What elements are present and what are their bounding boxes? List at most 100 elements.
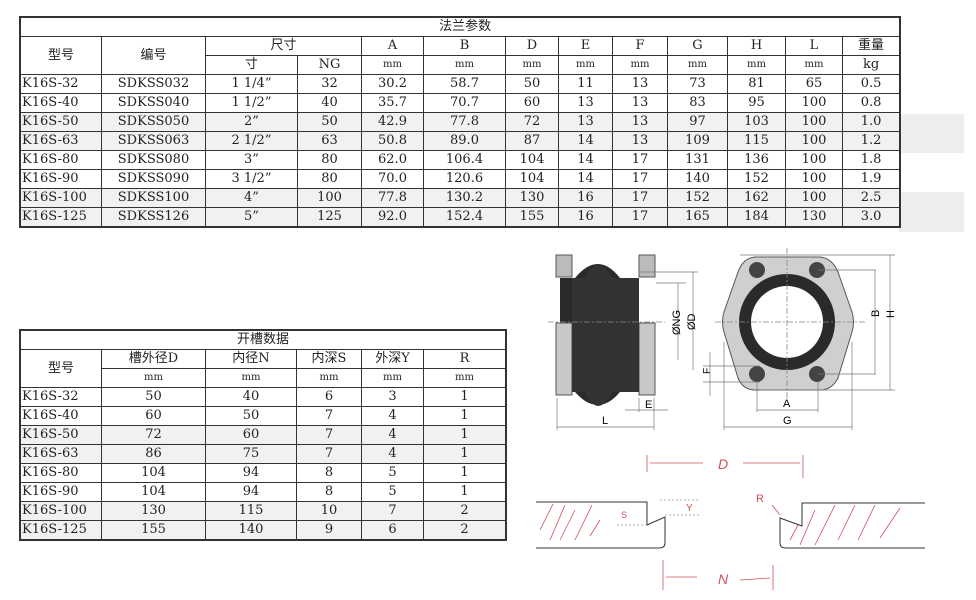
- value-cell: 130: [101, 501, 206, 521]
- value-cell: 140: [205, 520, 297, 540]
- dim-label-h: H: [885, 310, 897, 318]
- value-cell: 9: [296, 520, 362, 540]
- value-cell: 77.8: [361, 188, 424, 208]
- value-cell: 92.0: [361, 207, 424, 227]
- value-cell: SDKSS100: [101, 188, 206, 208]
- table-row: K16S-50 72 60 7 4 1: [20, 425, 507, 445]
- value-cell: 77.8: [423, 112, 506, 132]
- value-cell: 109: [667, 131, 728, 151]
- header-model: 型号: [20, 349, 102, 388]
- model-cell: K16S-32: [20, 387, 102, 407]
- value-cell: 2.5: [841, 188, 901, 208]
- table-row: K16S-32 50 40 6 3 1: [20, 387, 507, 407]
- groove-label-d: D: [718, 456, 728, 472]
- table-row: K16S-100 130 115 10 7 2: [20, 501, 507, 521]
- model-cell: K16S-125: [20, 207, 102, 227]
- value-cell: 2: [422, 501, 507, 521]
- value-cell: 1.2: [841, 131, 901, 151]
- value-cell: SDKSS032: [101, 74, 206, 94]
- model-cell: K16S-125: [20, 520, 102, 540]
- value-cell: 72: [505, 112, 559, 132]
- value-cell: 72: [101, 425, 206, 445]
- dim-label-l: L: [602, 415, 608, 427]
- value-cell: 95: [727, 93, 786, 113]
- value-cell: 100: [297, 188, 362, 208]
- model-cell: K16S-63: [20, 444, 102, 464]
- value-cell: 42.9: [361, 112, 424, 132]
- table-row: K16S-63 SDKSS063 2 1/2” 63 50.8 89.0 87 14 13 109…: [20, 131, 901, 151]
- table-row: K16S-50 SDKSS050 2” 50 42.9 77.8 72 13 13 97 103 10…: [20, 112, 901, 132]
- table-row: K16S-80 SDKSS080 3” 80 62.0 106.4 104 14 17 131 13…: [20, 150, 901, 170]
- value-cell: 104: [505, 169, 559, 189]
- table-row: K16S-40 60 50 7 4 1: [20, 406, 507, 426]
- value-cell: 2: [422, 520, 507, 540]
- value-cell: 100: [785, 188, 843, 208]
- value-cell: 70.0: [361, 169, 424, 189]
- value-cell: 30.2: [361, 74, 424, 94]
- value-cell: 4: [361, 425, 424, 445]
- flange-front-view: B H F A G: [702, 248, 897, 430]
- groove-label-s: S: [621, 510, 627, 520]
- value-cell: 60: [505, 93, 559, 113]
- value-cell: 162: [727, 188, 786, 208]
- value-cell: 32: [297, 74, 362, 94]
- table-row: K16S-63 86 75 7 4 1: [20, 444, 507, 464]
- value-cell: 125: [297, 207, 362, 227]
- value-cell: 100: [785, 131, 843, 151]
- value-cell: 120.6: [423, 169, 506, 189]
- value-cell: 155: [101, 520, 206, 540]
- groove-data-table: 开槽数据 型号 槽外径D 内径N 内深S 外深Y R mm mm mm mm m…: [18, 329, 508, 541]
- value-cell: 7: [296, 425, 362, 445]
- groove-sketch: D N S Y R: [536, 455, 925, 590]
- value-cell: 155: [505, 207, 559, 227]
- model-cell: K16S-50: [20, 112, 102, 132]
- table-row: K16S-125 SDKSS126 5” 125 92.0 152.4 155 16 17 165…: [20, 207, 901, 227]
- table-row: K16S-90 SDKSS090 3 1/2” 80 70.0 120.6 104 14 17 1…: [20, 169, 901, 189]
- value-cell: 100: [785, 169, 843, 189]
- value-cell: 100: [785, 112, 843, 132]
- value-cell: 63: [297, 131, 362, 151]
- value-cell: 1: [422, 444, 507, 464]
- value-cell: 100: [785, 93, 843, 113]
- model-cell: K16S-40: [20, 406, 102, 426]
- value-cell: 6: [361, 520, 424, 540]
- value-cell: 40: [297, 93, 362, 113]
- table-row: K16S-90 104 94 8 5 1: [20, 482, 507, 502]
- value-cell: SDKSS063: [101, 131, 206, 151]
- value-cell: 106.4: [423, 150, 506, 170]
- header-inner-n: 内径N: [205, 349, 297, 369]
- background-shade: [899, 114, 964, 153]
- value-cell: 94: [205, 463, 297, 483]
- dim-label-f: F: [702, 368, 713, 374]
- dim-label-g: G: [783, 415, 792, 427]
- dim-label-b: B: [870, 310, 882, 317]
- value-cell: 10: [296, 501, 362, 521]
- header-weight: 重量: [841, 36, 901, 56]
- value-cell: 35.7: [361, 93, 424, 113]
- groove-label-r: R: [756, 493, 764, 505]
- value-cell: 86: [101, 444, 206, 464]
- value-cell: 130: [785, 207, 843, 227]
- value-cell: 83: [667, 93, 728, 113]
- flange-parameters-table: 法兰参数 型号 编号 尺寸 A B D E F G H L 重量 寸 NG mm…: [18, 16, 902, 228]
- value-cell: 152: [667, 188, 728, 208]
- model-cell: K16S-90: [20, 482, 102, 502]
- value-cell: 5”: [205, 207, 298, 227]
- model-cell: K16S-50: [20, 425, 102, 445]
- value-cell: 115: [205, 501, 297, 521]
- value-cell: 165: [667, 207, 728, 227]
- value-cell: 89.0: [423, 131, 506, 151]
- value-cell: 0.5: [841, 74, 901, 94]
- value-cell: 60: [205, 425, 297, 445]
- value-cell: 1.0: [841, 112, 901, 132]
- table-row: K16S-40 SDKSS040 1 1/2” 40 35.7 70.7 60 13 13 83 9…: [20, 93, 901, 113]
- table-row: K16S-80 104 94 8 5 1: [20, 463, 507, 483]
- value-cell: 1.9: [841, 169, 901, 189]
- value-cell: 115: [727, 131, 786, 151]
- value-cell: 13: [558, 93, 613, 113]
- value-cell: 17: [612, 207, 668, 227]
- model-cell: K16S-80: [20, 463, 102, 483]
- dim-label-e: E: [645, 399, 652, 411]
- dim-label-a: A: [783, 398, 791, 410]
